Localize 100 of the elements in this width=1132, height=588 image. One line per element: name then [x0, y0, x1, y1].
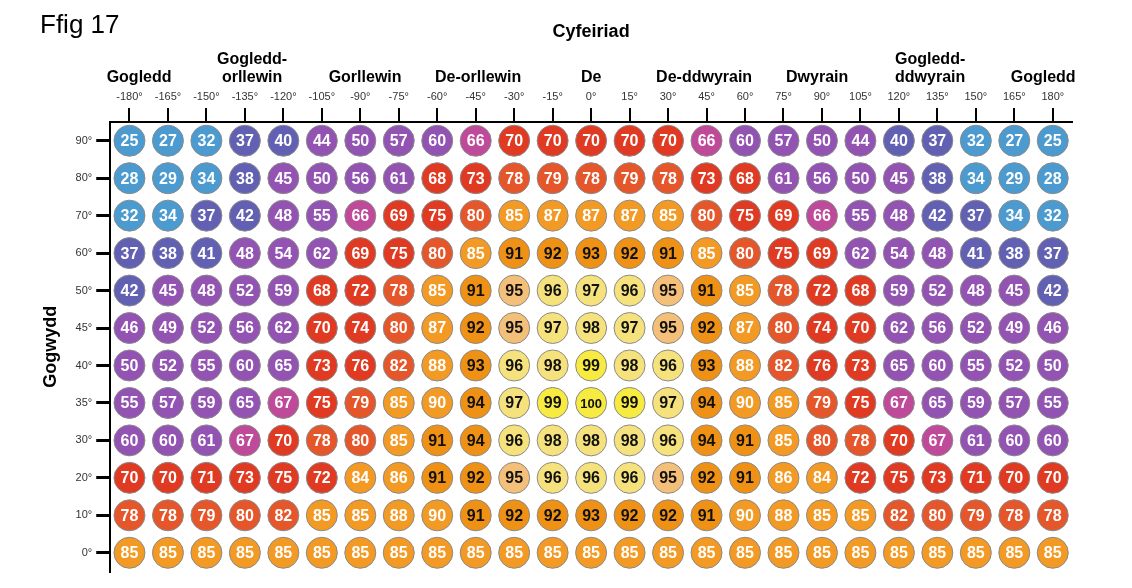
- data-label: 65: [889, 356, 908, 374]
- y-tick-label: 70°: [75, 208, 93, 221]
- data-label: 85: [774, 394, 793, 412]
- data-label: 93: [697, 356, 716, 374]
- data-label: 68: [428, 169, 447, 187]
- data-label: 74: [813, 319, 831, 337]
- data-label: 68: [736, 169, 754, 187]
- y-tick-label: 10°: [75, 508, 93, 521]
- data-label: 70: [659, 132, 678, 150]
- data-label: 78: [582, 169, 601, 187]
- data-label: 82: [889, 506, 908, 524]
- data-label: 75: [736, 207, 754, 225]
- data-label: 85: [1043, 544, 1062, 562]
- data-label: 68: [851, 281, 870, 299]
- data-label: 48: [966, 281, 985, 299]
- data-label: 44: [312, 132, 331, 150]
- data-label: 93: [582, 506, 601, 524]
- data-label: 79: [351, 394, 370, 412]
- data-label: 75: [312, 394, 331, 412]
- data-label: 90: [736, 394, 754, 412]
- x-tick-label: 150°: [964, 90, 988, 103]
- data-label: 66: [466, 132, 485, 150]
- data-label: 34: [159, 207, 177, 225]
- data-label: 98: [620, 356, 639, 374]
- data-label: 49: [159, 319, 177, 337]
- data-label: 80: [774, 319, 793, 337]
- x-tick-label: 30°: [659, 90, 677, 103]
- x-tick-label: 135°: [925, 90, 949, 103]
- data-label: 65: [928, 394, 947, 412]
- data-label: 70: [120, 469, 139, 487]
- data-label: 98: [582, 319, 601, 337]
- data-label: 91: [697, 281, 716, 299]
- data-label: 92: [697, 469, 716, 487]
- data-label: 37: [928, 132, 947, 150]
- x-tick-label: 105°: [849, 90, 872, 103]
- data-label: 85: [851, 544, 870, 562]
- y-tick-label: 40°: [75, 358, 93, 371]
- data-label: 27: [159, 132, 177, 150]
- data-label: 78: [120, 506, 139, 524]
- data-label: 66: [351, 207, 370, 225]
- data-label: 96: [582, 469, 601, 487]
- data-label: 66: [697, 132, 716, 150]
- data-label: 76: [351, 356, 370, 374]
- data-label: 75: [389, 244, 408, 262]
- x-tick-label: -165°: [154, 90, 182, 103]
- data-label: 91: [659, 244, 678, 262]
- y-tick-label: 60°: [75, 246, 93, 259]
- data-label: 90: [736, 506, 754, 524]
- data-label: 71: [966, 469, 985, 487]
- data-label: 99: [582, 356, 601, 374]
- data-label: 78: [159, 506, 177, 524]
- data-label: 96: [659, 356, 678, 374]
- data-label: 55: [312, 207, 331, 225]
- data-label: 85: [505, 207, 524, 225]
- data-label: 96: [620, 281, 639, 299]
- data-label: 85: [428, 281, 447, 299]
- data-label: 75: [428, 207, 447, 225]
- data-label: 78: [1043, 506, 1062, 524]
- data-label: 50: [813, 132, 831, 150]
- data-label: 87: [543, 207, 562, 225]
- data-label: 85: [312, 544, 331, 562]
- data-label: 85: [813, 506, 831, 524]
- data-label: 72: [351, 281, 370, 299]
- data-label: 87: [620, 207, 639, 225]
- data-label: 85: [389, 394, 408, 412]
- chart-title: Ffig 17: [40, 8, 120, 39]
- data-label: 73: [466, 169, 485, 187]
- data-label: 67: [889, 394, 908, 412]
- data-label: 25: [120, 132, 139, 150]
- x-tick-label: 15°: [621, 90, 638, 103]
- data-label: 48: [274, 207, 293, 225]
- data-label: 56: [928, 319, 947, 337]
- data-label: 70: [543, 132, 562, 150]
- data-label: 73: [851, 356, 870, 374]
- data-label: 32: [966, 132, 985, 150]
- data-label: 92: [659, 506, 678, 524]
- data-label: 48: [889, 207, 908, 225]
- data-label: 42: [120, 281, 139, 299]
- data-label: 98: [582, 431, 601, 449]
- data-label: 97: [505, 394, 524, 412]
- data-label: 38: [928, 169, 947, 187]
- data-label: 95: [659, 319, 678, 337]
- data-label: 65: [235, 394, 254, 412]
- data-label: 73: [697, 169, 716, 187]
- data-label: 92: [543, 244, 562, 262]
- data-label: 75: [774, 244, 793, 262]
- data-label: 92: [697, 319, 716, 337]
- data-label: 91: [428, 469, 447, 487]
- data-label: 69: [813, 244, 831, 262]
- data-label: 70: [1043, 469, 1062, 487]
- data-label: 57: [774, 132, 793, 150]
- data-label: 55: [120, 394, 139, 412]
- data-label: 60: [928, 356, 947, 374]
- data-label: 52: [966, 319, 985, 337]
- data-label: 95: [659, 469, 678, 487]
- data-label: 84: [813, 469, 831, 487]
- data-label: 79: [197, 506, 216, 524]
- data-label: 98: [543, 356, 562, 374]
- data-label: 97: [582, 281, 601, 299]
- data-label: 65: [274, 356, 293, 374]
